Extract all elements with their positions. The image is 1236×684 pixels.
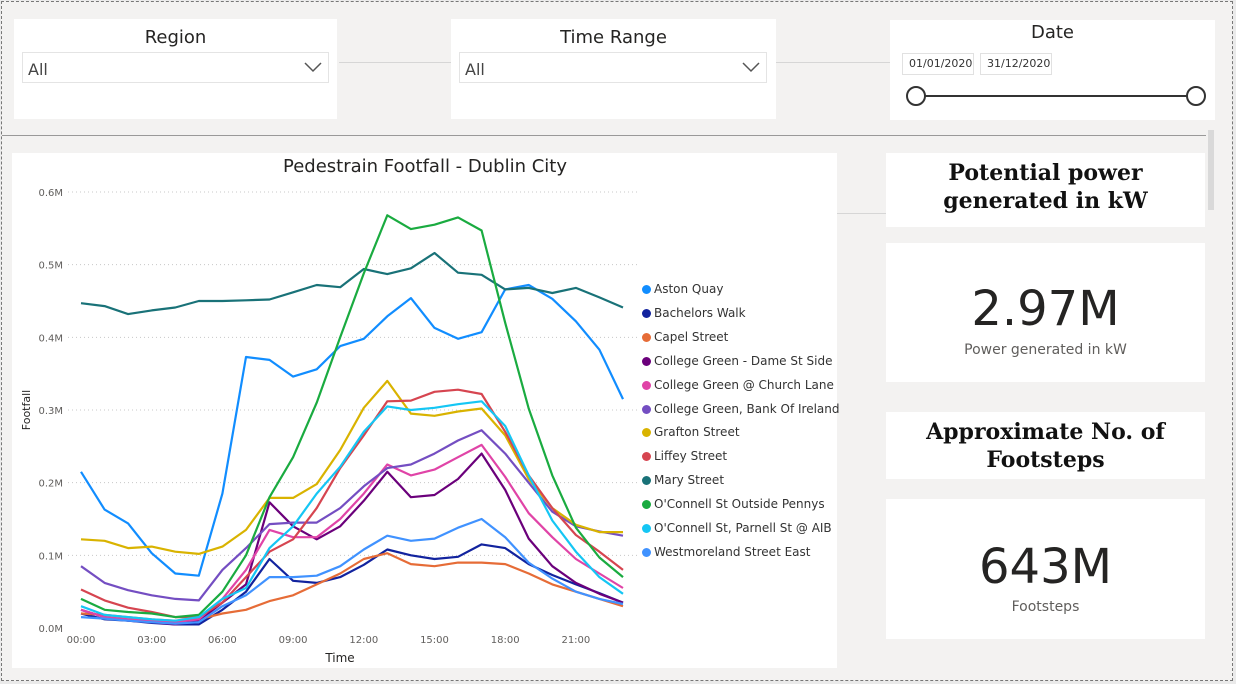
time-range-slicer: Time Range All xyxy=(451,19,776,119)
legend-label: Grafton Street xyxy=(654,425,740,440)
chevron-down-icon xyxy=(304,62,322,73)
divider xyxy=(837,213,902,214)
scrollbar[interactable] xyxy=(1208,130,1214,210)
chevron-down-icon xyxy=(742,62,760,73)
legend-label: College Green - Dame St Side xyxy=(654,353,833,368)
legend-marker-icon xyxy=(642,308,651,318)
end-date-input[interactable]: 31/12/2020 xyxy=(980,53,1052,75)
series-line-liffey-street[interactable] xyxy=(80,388,624,619)
legend-item[interactable]: O'Connell St, Parnell St @ AIB xyxy=(642,521,832,541)
date-slicer-title: Date xyxy=(1030,22,1075,43)
legend-label: Aston Quay xyxy=(654,282,724,296)
legend-item[interactable]: Capel Street xyxy=(642,330,728,350)
x-tick-label: 12:00 xyxy=(349,635,378,646)
legend-item[interactable]: Westmoreland Street East xyxy=(642,545,810,565)
footfall-line-chart: Pedestrain Footfall - Dublin City Time F… xyxy=(20,156,640,665)
start-date-input[interactable]: 01/01/2020 xyxy=(902,53,974,75)
legend-label: Liffey Street xyxy=(654,449,728,464)
legend-item[interactable]: College Green @ Church Lane xyxy=(642,378,834,398)
legend-item[interactable]: O'Connell St Outside Pennys xyxy=(642,497,825,517)
x-tick-label: 18:00 xyxy=(491,635,520,646)
x-tick-label: 06:00 xyxy=(208,635,237,646)
series-line-college-green-bank-of-ireland[interactable] xyxy=(80,429,624,602)
series-line-bachelors-walk[interactable] xyxy=(80,543,624,626)
footsteps-kpi-card: 643M Footsteps xyxy=(886,499,1205,639)
legend-marker-icon xyxy=(642,356,651,366)
series-line-o-connell-st-parnell-st-aib[interactable] xyxy=(80,400,624,622)
legend-marker-icon xyxy=(642,428,651,438)
footsteps-title-card: Approximate No. of Footsteps xyxy=(886,412,1205,479)
legend-label: Capel Street xyxy=(654,329,729,344)
region-dropdown-value: All xyxy=(28,60,48,79)
legend-marker-icon xyxy=(642,524,651,533)
region-slicer: Region All xyxy=(14,19,337,119)
x-tick-label: 15:00 xyxy=(420,635,449,646)
power-title-card: Potential power generated in kW xyxy=(886,153,1205,227)
legend-item[interactable]: Liffey Street xyxy=(642,449,727,469)
x-tick-label: 00:00 xyxy=(67,635,96,646)
y-tick-label: 0.3M xyxy=(38,406,63,417)
series-line-o-connell-st-outside-pennys[interactable] xyxy=(80,214,624,619)
start-date-handle[interactable] xyxy=(906,86,926,106)
x-axis-label: Time xyxy=(324,651,354,665)
x-tick-label: 03:00 xyxy=(137,635,166,646)
power-label: Power generated in kW xyxy=(964,342,1127,358)
legend-label: Mary Street xyxy=(654,473,725,488)
y-tick-label: 0.6M xyxy=(38,188,63,199)
date-range-slider-track[interactable] xyxy=(917,95,1196,97)
power-title: Potential power generated in kW xyxy=(943,160,1148,214)
series-line-aston-quay[interactable] xyxy=(80,283,624,577)
y-tick-label: 0.1M xyxy=(38,551,63,562)
legend-marker-icon xyxy=(642,500,651,510)
legend-label: College Green @ Church Lane xyxy=(654,377,834,392)
x-tick-label: 09:00 xyxy=(279,635,308,646)
series-line-college-green-church-lane[interactable] xyxy=(80,443,624,624)
legend-marker-icon xyxy=(642,285,651,294)
legend-label: Westmoreland Street East xyxy=(654,544,811,559)
y-tick-label: 0.0M xyxy=(38,624,63,635)
time-range-slicer-title: Time Range xyxy=(560,27,667,48)
legend-marker-icon xyxy=(642,404,651,414)
y-axis-label: Footfall xyxy=(20,390,33,430)
legend-item[interactable]: College Green, Bank Of Ireland xyxy=(642,402,840,422)
x-tick-label: 21:00 xyxy=(561,635,590,646)
legend-label: Bachelors Walk xyxy=(654,305,746,320)
legend-item[interactable]: Aston Quay xyxy=(642,282,723,302)
series-line-mary-street[interactable] xyxy=(80,251,624,316)
legend-label: O'Connell St Outside Pennys xyxy=(654,497,825,512)
footsteps-label: Footsteps xyxy=(1011,599,1080,615)
legend-item[interactable]: Grafton Street xyxy=(642,425,740,445)
legend-marker-icon xyxy=(642,452,651,462)
chart-title: Pedestrain Footfall - Dublin City xyxy=(283,156,567,177)
legend-marker-icon xyxy=(642,332,651,342)
power-value: 2.97M xyxy=(971,281,1120,337)
divider xyxy=(2,135,1206,136)
series-line-college-green-dame-st-side[interactable] xyxy=(80,452,624,626)
legend-marker-icon xyxy=(642,380,651,390)
series-line-westmoreland-street-east[interactable] xyxy=(80,517,624,625)
region-slicer-title: Region xyxy=(144,27,207,48)
legend-item[interactable]: Mary Street xyxy=(642,473,724,493)
legend-marker-icon xyxy=(642,547,651,557)
region-dropdown[interactable]: All xyxy=(22,52,329,83)
footsteps-value: 643M xyxy=(978,539,1113,595)
y-tick-label: 0.2M xyxy=(38,479,63,490)
time-range-dropdown[interactable]: All xyxy=(459,52,767,83)
legend-label: O'Connell St, Parnell St @ AIB xyxy=(654,521,832,535)
legend-marker-icon xyxy=(642,476,651,486)
time-range-dropdown-value: All xyxy=(465,60,485,79)
legend-item[interactable]: College Green - Dame St Side xyxy=(642,354,832,374)
end-date-handle[interactable] xyxy=(1186,86,1206,106)
footsteps-title: Approximate No. of Footsteps xyxy=(926,419,1165,473)
legend-label: College Green, Bank Of Ireland xyxy=(654,401,840,416)
y-tick-label: 0.5M xyxy=(38,261,63,272)
power-kpi-card: 2.97M Power generated in kW xyxy=(886,243,1205,382)
legend-item[interactable]: Bachelors Walk xyxy=(642,306,746,326)
y-tick-label: 0.4M xyxy=(38,333,63,344)
